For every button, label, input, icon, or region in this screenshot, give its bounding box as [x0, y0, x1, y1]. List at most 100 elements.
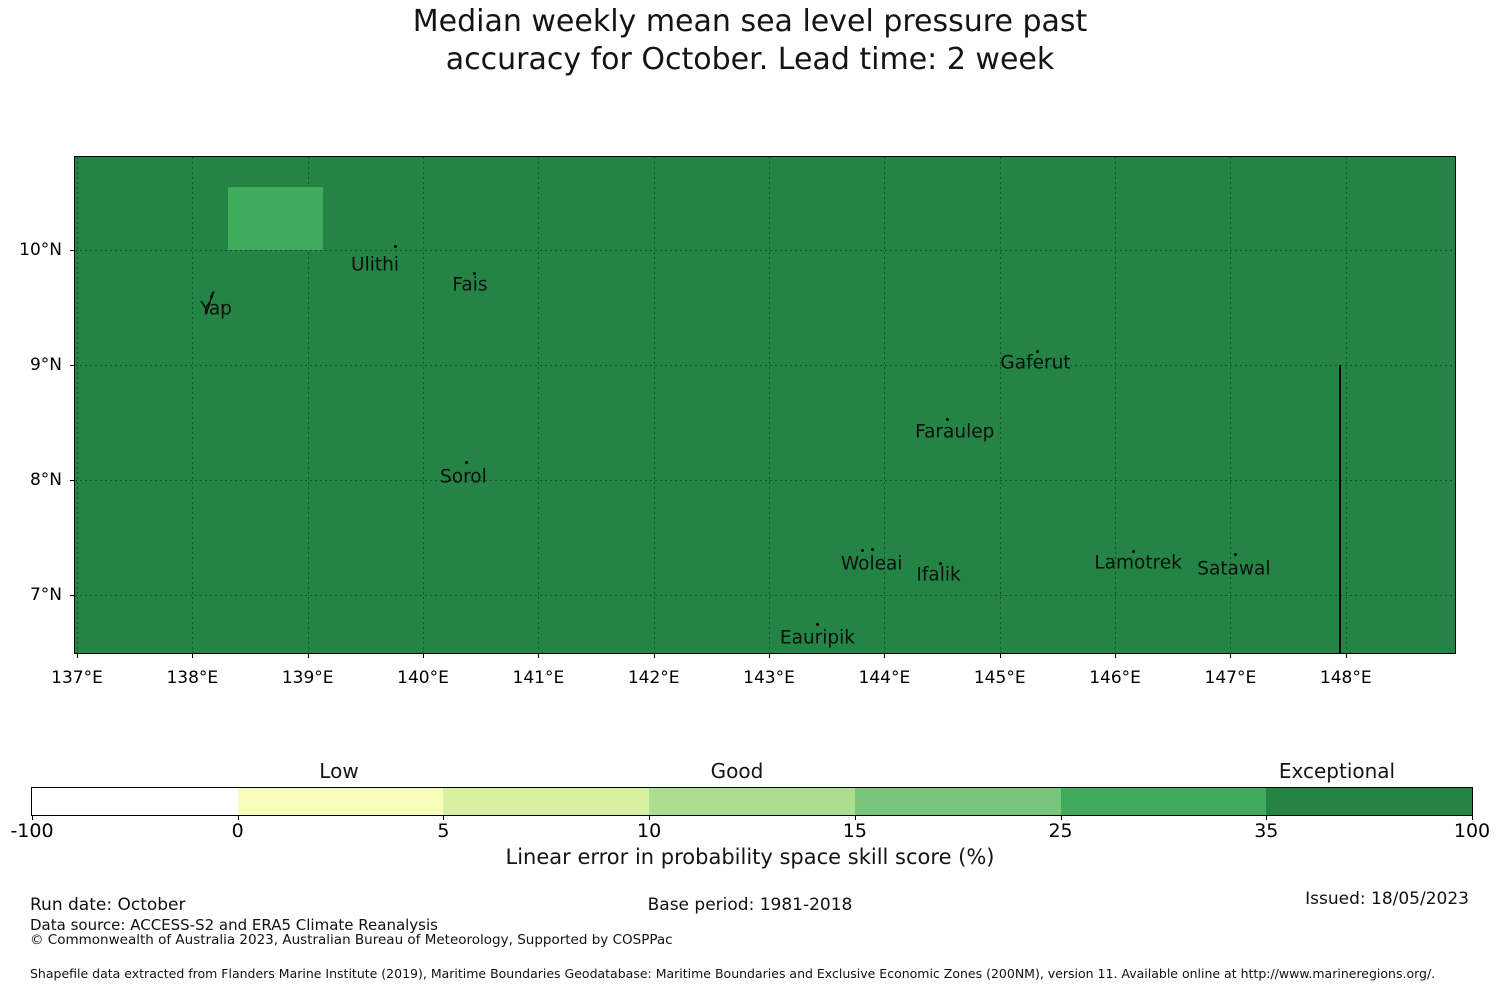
colorbar-tick-label: 5: [437, 820, 450, 842]
x-tick-label: 140°E: [397, 668, 449, 688]
island-dot: [473, 271, 477, 275]
y-tick-mark: [70, 250, 74, 251]
colorbar-tick-label: 100: [1453, 820, 1491, 842]
longitude-gridline: [769, 157, 771, 653]
y-tick-mark: [70, 365, 74, 366]
island-label: Eauripik: [779, 627, 856, 649]
y-tick-label: 8°N: [29, 470, 62, 490]
island-label: Yap: [200, 298, 232, 320]
x-tick-label: 146°E: [1089, 668, 1141, 688]
colorbar-tick-mark: [854, 815, 856, 820]
longitude-gridline: [884, 157, 886, 653]
longitude-gridline: [1115, 157, 1117, 653]
x-tick-label: 141°E: [512, 668, 565, 688]
skill-cell: [228, 186, 323, 250]
x-tick-mark: [423, 654, 425, 658]
island-dot: [393, 245, 397, 249]
x-tick-mark: [1230, 654, 1232, 658]
y-tick-mark: [70, 595, 74, 596]
colorbar-tick-mark: [649, 815, 651, 820]
longitude-gridline: [192, 157, 194, 653]
x-tick-mark: [307, 654, 309, 658]
footer-data-source: Data source: ACCESS-S2 and ERA5 Climate …: [30, 916, 438, 934]
latitude-gridline: [75, 365, 1455, 366]
map-area: Yap Ulithi Fais Sorol Gaferut Faraulep Woleai I…: [74, 156, 1456, 654]
footer-run-date: Run date: October: [30, 895, 186, 915]
colorbar-tick-mark: [1472, 815, 1473, 820]
latitude-gridline: [75, 480, 1455, 481]
colorbar-tick-label: 35: [1254, 820, 1279, 842]
island-label: Ulithi: [351, 254, 400, 276]
x-tick-label: 145°E: [973, 668, 1026, 688]
colorbar-segment: [854, 788, 1061, 815]
x-tick-label: 137°E: [51, 668, 103, 688]
x-tick-label: 138°E: [166, 668, 219, 688]
x-tick-mark: [1345, 654, 1347, 658]
figure-title: Median weekly mean sea level pressure pa…: [0, 3, 1500, 79]
figure-title-line2: accuracy for October. Lead time: 2 week: [445, 42, 1055, 77]
island-label: Gaferut: [1000, 352, 1071, 374]
colorbar: [31, 787, 1473, 816]
x-tick-mark: [769, 654, 771, 658]
island-dot: [1036, 349, 1040, 353]
x-tick-label: 139°E: [281, 668, 334, 688]
colorbar-axis-label: Linear error in probability space skill …: [505, 845, 995, 869]
x-tick-mark: [999, 654, 1001, 658]
island-dot: [946, 417, 950, 421]
yap-island-shape: [205, 290, 217, 320]
colorbar-tick-label: 25: [1048, 820, 1073, 842]
colorbar-tick-label: -100: [10, 820, 54, 842]
island-dot: [1233, 553, 1237, 557]
longitude-gridline: [1230, 157, 1232, 653]
x-tick-label: 147°E: [1204, 668, 1257, 688]
island-dot: [939, 562, 943, 566]
island-dot: [1132, 549, 1135, 553]
island-label: Ifalik: [916, 564, 961, 586]
colorbar-tick-label: 0: [231, 820, 244, 842]
colorbar-category-label: Good: [710, 759, 764, 783]
x-tick-mark: [653, 654, 655, 658]
colorbar-tick-mark: [32, 815, 33, 820]
colorbar-category-label: Low: [319, 759, 359, 783]
colorbar-tick-label: 15: [842, 820, 867, 842]
colorbar-tick-mark: [237, 815, 239, 820]
colorbar-segment: [237, 788, 444, 815]
colorbar-segment: [443, 788, 650, 815]
y-tick-label: 10°N: [19, 240, 62, 260]
x-tick-label: 142°E: [627, 668, 680, 688]
colorbar-category-label: Exceptional: [1278, 759, 1396, 783]
x-tick-mark: [77, 654, 78, 658]
y-tick-mark: [70, 480, 74, 481]
island-dot: [860, 548, 864, 552]
longitude-gridline: [1345, 157, 1347, 653]
y-tick-label: 7°N: [29, 585, 62, 605]
longitude-gridline: [77, 157, 78, 653]
colorbar-tick-mark: [1266, 815, 1268, 820]
island-label: Sorol: [440, 466, 487, 488]
figure-title-line1: Median weekly mean sea level pressure pa…: [412, 4, 1088, 39]
eez-boundary-line: [1338, 365, 1341, 653]
colorbar-segment: [649, 788, 855, 815]
island-label: Woleai: [840, 553, 903, 575]
footer-base-period: Base period: 1981-2018: [647, 895, 853, 915]
colorbar-segment: [1060, 788, 1267, 815]
longitude-gridline: [307, 157, 309, 653]
island-dot: [871, 547, 875, 551]
latitude-gridline: [75, 595, 1455, 596]
colorbar-tick-mark: [443, 815, 445, 820]
longitude-gridline: [999, 157, 1001, 653]
island-label: Satawal: [1197, 558, 1271, 580]
island-dot: [815, 623, 819, 627]
x-tick-label: 143°E: [743, 668, 795, 688]
colorbar-segment: [32, 788, 238, 815]
island-label: Faraulep: [915, 421, 995, 443]
footer-issued-date: Issued: 18/05/2023: [1305, 889, 1469, 909]
x-tick-mark: [884, 654, 886, 658]
y-tick-label: 9°N: [29, 355, 62, 375]
colorbar-segment: [1266, 788, 1473, 815]
island-label: Fais: [452, 274, 488, 296]
island-dot: [465, 461, 469, 465]
colorbar-tick-mark: [1060, 815, 1062, 820]
x-tick-label: 144°E: [858, 668, 911, 688]
footer-copyright: © Commonwealth of Australia 2023, Austra…: [30, 932, 673, 948]
